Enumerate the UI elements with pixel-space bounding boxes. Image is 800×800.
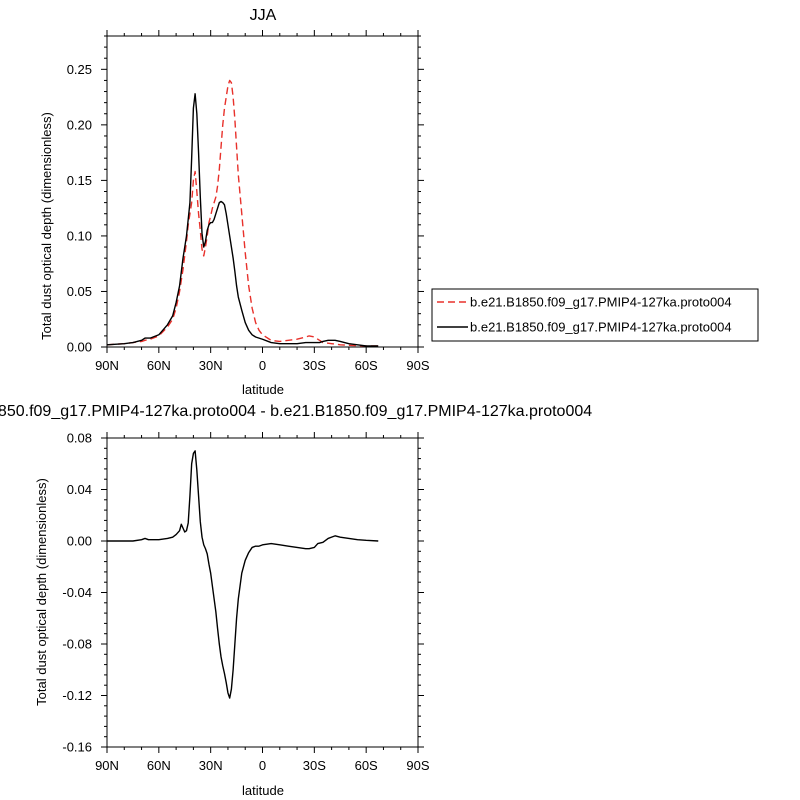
bottom-chart-series [107, 450, 379, 699]
legend-box [431, 288, 759, 342]
bottom-chart-ticks: 90N 60N 30N 0 30S 60S 90S 0.08 0.04 0.00 -0.04 -0.0… [62, 431, 430, 774]
top-chart-y-tick-label: 0.25 [67, 62, 92, 77]
bottom-chart-x-tick-label: 90S [406, 758, 429, 773]
top-chart-x-tick-label: 90N [95, 358, 119, 373]
bottom-chart-y-tick-label: -0.04 [62, 585, 92, 600]
bottom-chart-y-tick-label: -0.08 [62, 637, 92, 652]
legend-label-series-1: b.e21.B1850.f09_g17.PMIP4-127ka.proto004 [470, 295, 732, 310]
top-chart-x-tick-label: 60S [355, 358, 378, 373]
bottom-chart-x-axis-label: latitude [242, 783, 284, 798]
top-chart-y-tick-label: 0.05 [67, 284, 92, 299]
bottom-chart-x-tick-label: 30N [199, 758, 223, 773]
bottom-chart-series-line-1 [107, 450, 379, 699]
bottom-chart-y-tick-label: 0.08 [67, 431, 92, 446]
top-chart-y-tick-label: 0.00 [67, 340, 92, 355]
top-chart-x-tick-label: 90S [406, 358, 429, 373]
legend-label-series-2: b.e21.B1850.f09_g17.PMIP4-127ka.proto004 [470, 320, 732, 335]
top-chart-series [106, 79, 379, 347]
bottom-chart-y-tick-label: 0.00 [67, 534, 92, 549]
bottom-chart-frame [106, 437, 419, 748]
legend: b.e21.B1850.f09_g17.PMIP4-127ka.proto004… [431, 288, 759, 342]
bottom-chart-y-tick-label: -0.16 [62, 740, 92, 755]
top-chart-y-axis-label: Total dust optical depth (dimensionless) [39, 112, 54, 340]
top-chart-y-tick-label: 0.15 [67, 173, 92, 188]
bottom-chart-x-tick-label: 0 [259, 758, 266, 773]
bottom-chart-y-tick-label: 0.04 [67, 482, 92, 497]
bottom-chart-panel: b.e21.B1850.f09_g17.PMIP4-127ka.proto004… [0, 403, 592, 798]
bottom-chart-x-tick-label: 60N [147, 758, 171, 773]
bottom-chart-x-tick-label: 60S [355, 758, 378, 773]
bottom-chart-y-axis-label: Total dust optical depth (dimensionless) [34, 478, 49, 706]
top-chart-series-line-2 [106, 93, 379, 347]
bottom-chart-x-tick-label: 30S [303, 758, 326, 773]
top-chart-x-axis-label: latitude [242, 382, 284, 397]
top-chart-y-tick-label: 0.10 [67, 228, 92, 243]
top-chart-ticks: 90N 60N 30N 0 30S 60S 90S 0.00 0.05 0.10 0.15 0.20 0… [67, 30, 430, 373]
top-chart-frame [106, 35, 419, 348]
top-chart-x-tick-label: 0 [259, 358, 266, 373]
bottom-chart-y-tick-label: -0.12 [62, 688, 92, 703]
top-chart-series-line-1 [106, 79, 379, 347]
top-chart-x-tick-label: 30N [199, 358, 223, 373]
top-chart-x-tick-label: 60N [147, 358, 171, 373]
bottom-chart-x-tick-label: 90N [95, 758, 119, 773]
top-chart-y-tick-label: 0.20 [67, 117, 92, 132]
top-chart-panel: JJA Total dust optical depth (dimensionl… [39, 7, 430, 397]
bottom-chart-title: b.e21.B1850.f09_g17.PMIP4-127ka.proto004… [0, 403, 592, 420]
top-chart-title: JJA [250, 7, 277, 24]
top-chart-x-tick-label: 30S [303, 358, 326, 373]
